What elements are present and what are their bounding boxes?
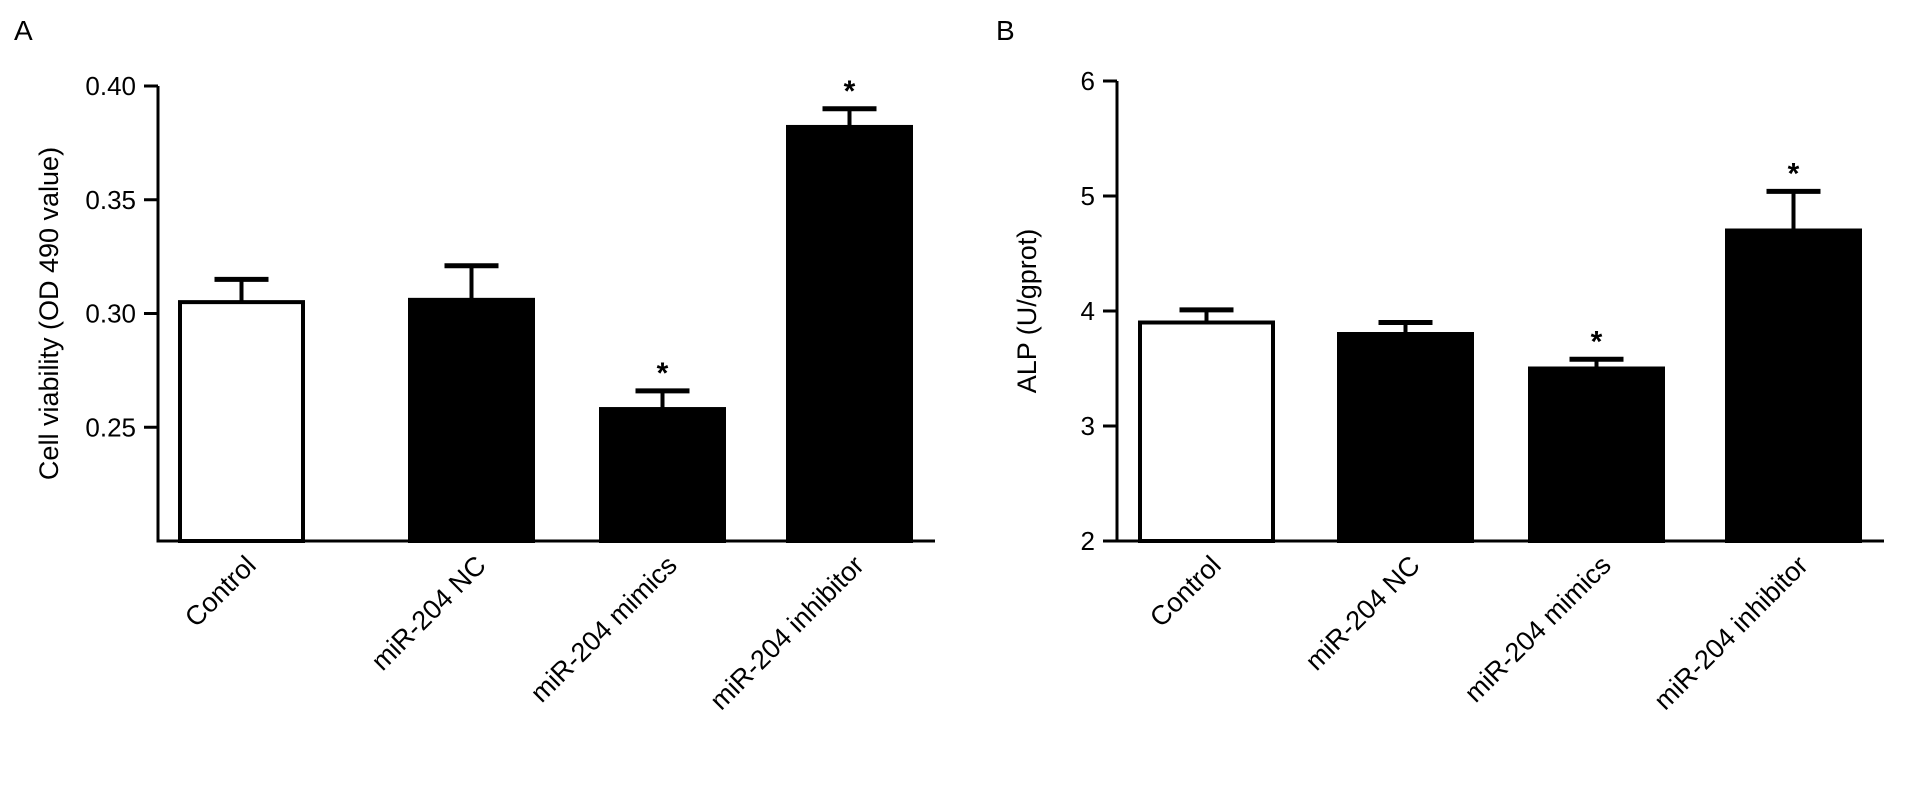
y-axis-title: Cell viability (OD 490 value) bbox=[34, 147, 64, 480]
y-tick-label: 0.40 bbox=[85, 71, 136, 101]
bar bbox=[1725, 228, 1862, 543]
significance-marker: * bbox=[844, 75, 856, 108]
y-tick-label: 6 bbox=[1081, 66, 1095, 96]
y-tick-label: 0.35 bbox=[85, 185, 136, 215]
category-label: miR-204 inhibitor bbox=[704, 550, 870, 716]
panel-letter: A bbox=[14, 15, 33, 46]
category-label: miR-204 inhibitor bbox=[1648, 550, 1814, 716]
panel-letter: B bbox=[996, 15, 1015, 46]
y-tick-label: 2 bbox=[1081, 526, 1095, 556]
category-label: miR-204 mimics bbox=[525, 550, 683, 708]
category-label: Control bbox=[1144, 550, 1227, 633]
panel-a: A 0.25 0.30 0.35 0.40 Cell viability (OD 490 … bbox=[14, 15, 935, 716]
y-tick-label: 0.30 bbox=[85, 299, 136, 329]
bar bbox=[1337, 332, 1474, 543]
significance-marker: * bbox=[1788, 157, 1800, 190]
y-tick-label: 4 bbox=[1081, 296, 1095, 326]
y-tick-label: 5 bbox=[1081, 181, 1095, 211]
bar bbox=[1138, 320, 1275, 543]
panel-b: B 2 3 4 5 6 ALP (U/gprot) Control miR-204 NC * miR… bbox=[996, 15, 1884, 716]
category-label: miR-204 NC bbox=[366, 550, 492, 676]
category-label: Control bbox=[179, 550, 262, 633]
y-tick-label: 0.25 bbox=[85, 412, 136, 442]
bar bbox=[178, 300, 305, 543]
significance-marker: * bbox=[657, 357, 669, 390]
y-tick-label: 3 bbox=[1081, 411, 1095, 441]
category-label: miR-204 mimics bbox=[1459, 550, 1617, 708]
bar bbox=[599, 407, 726, 543]
y-axis-title: ALP (U/gprot) bbox=[1012, 229, 1042, 394]
category-label: miR-204 NC bbox=[1300, 550, 1426, 676]
bar bbox=[1528, 366, 1665, 543]
bar bbox=[786, 124, 913, 543]
significance-marker: * bbox=[1591, 325, 1603, 358]
bar bbox=[408, 297, 535, 543]
